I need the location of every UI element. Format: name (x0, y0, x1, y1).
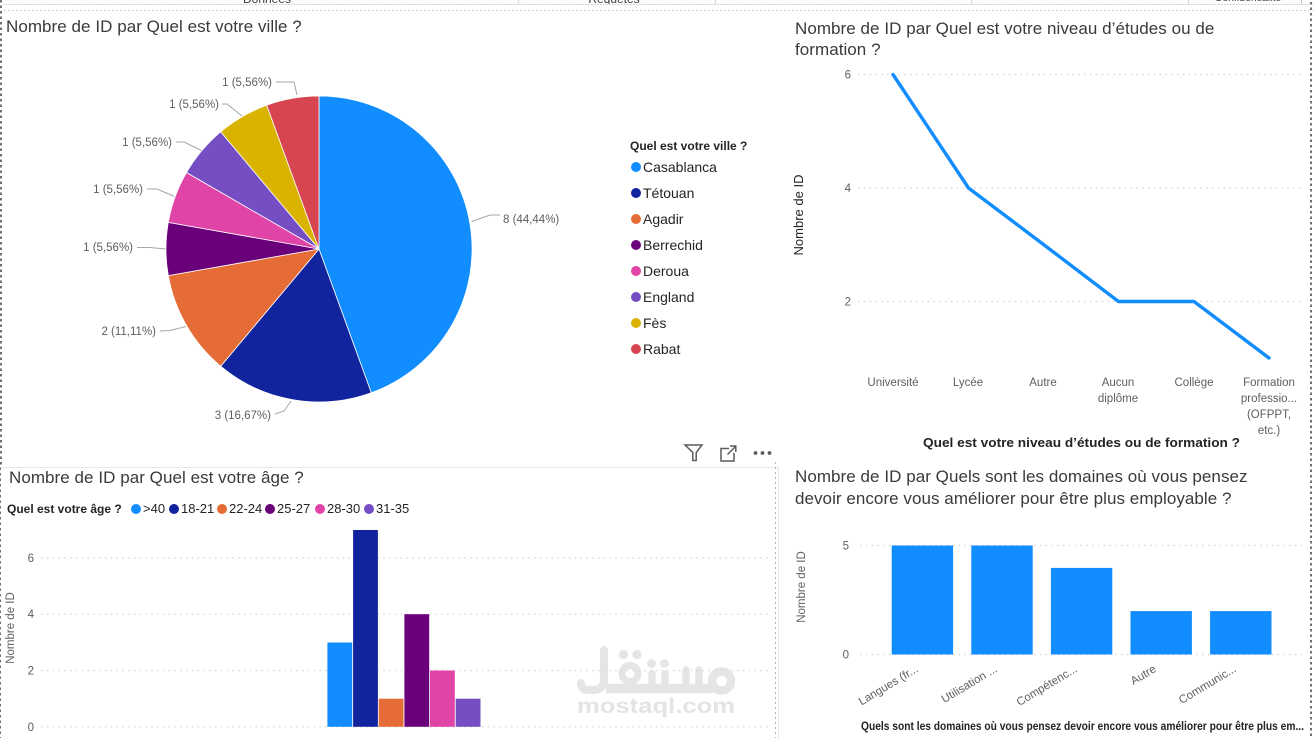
svg-text:Université: Université (867, 377, 918, 389)
svg-text:diplôme: diplôme (1098, 393, 1138, 405)
svg-text:Nombre de ID: Nombre de ID (791, 175, 806, 256)
svg-text:Lycée: Lycée (953, 377, 983, 389)
svg-text:1 (5,56%): 1 (5,56%) (222, 77, 272, 89)
svg-text:Collège: Collège (1175, 377, 1214, 389)
svg-text:2: 2 (845, 297, 851, 309)
svg-text:Berrechid: Berrechid (643, 237, 703, 253)
svg-text:Communic...: Communic... (1177, 663, 1239, 707)
svg-text:Casablanca: Casablanca (643, 159, 717, 175)
svg-text:Nombre de ID: Nombre de ID (796, 551, 808, 623)
svg-text:2 (11,11%): 2 (11,11%) (101, 326, 156, 338)
svg-text:2: 2 (28, 666, 34, 678)
svg-text:mostaql.com: mostaql.com (577, 695, 735, 718)
svg-text:Autre: Autre (1029, 377, 1057, 389)
svg-text:4: 4 (845, 183, 852, 195)
svg-text:18-21: 18-21 (181, 501, 214, 516)
svg-text:Utilisation ...: Utilisation ... (940, 663, 1000, 706)
svg-text:5: 5 (843, 541, 849, 553)
svg-text:0: 0 (843, 650, 849, 662)
svg-text:Fès: Fès (643, 315, 666, 331)
svg-text:Langues (fr...: Langues (fr... (857, 663, 921, 708)
svg-text:8 (44,44%): 8 (44,44%) (503, 214, 559, 226)
svg-text:Agadir: Agadir (643, 211, 684, 227)
svg-text:0: 0 (28, 722, 34, 734)
svg-text:(OFPPT,: (OFPPT, (1247, 409, 1291, 421)
svg-text:4: 4 (28, 609, 35, 621)
svg-text:22-24: 22-24 (229, 501, 262, 516)
svg-text:Quels sont les domaines où vou: Quels sont les domaines où vous pensez d… (861, 719, 1304, 733)
svg-text:1 (5,56%): 1 (5,56%) (83, 242, 133, 254)
svg-text:6: 6 (28, 553, 34, 565)
svg-text:Quel est votre ville ?: Quel est votre ville ? (630, 139, 747, 153)
svg-text:Autre: Autre (1129, 663, 1159, 687)
svg-text:Tétouan: Tétouan (643, 185, 694, 201)
svg-text:1 (5,56%): 1 (5,56%) (122, 137, 172, 149)
svg-text:England: England (643, 289, 694, 305)
svg-text:Quel est votre âge ?: Quel est votre âge ? (7, 502, 122, 516)
svg-text:Aucun: Aucun (1102, 377, 1135, 389)
svg-text:6: 6 (845, 70, 851, 82)
svg-text:25-27: 25-27 (277, 501, 310, 516)
svg-text:professio...: professio... (1241, 393, 1297, 405)
svg-text:etc.): etc.) (1258, 425, 1281, 437)
svg-text:31-35: 31-35 (376, 501, 409, 516)
svg-text:Rabat: Rabat (643, 341, 680, 357)
svg-text:1 (5,56%): 1 (5,56%) (169, 99, 219, 111)
svg-text:Deroua: Deroua (643, 263, 689, 279)
svg-text:>40: >40 (143, 501, 165, 516)
svg-text:1 (5,56%): 1 (5,56%) (93, 184, 143, 196)
svg-text:28-30: 28-30 (327, 501, 360, 516)
svg-text:Nombre de ID: Nombre de ID (5, 592, 17, 664)
svg-text:Quel est votre niveau d’études: Quel est votre niveau d’études ou de for… (923, 436, 1240, 450)
svg-text:Compétenc...: Compétenc... (1015, 663, 1080, 709)
svg-text:Formation: Formation (1243, 377, 1295, 389)
svg-text:3 (16,67%): 3 (16,67%) (215, 410, 271, 422)
